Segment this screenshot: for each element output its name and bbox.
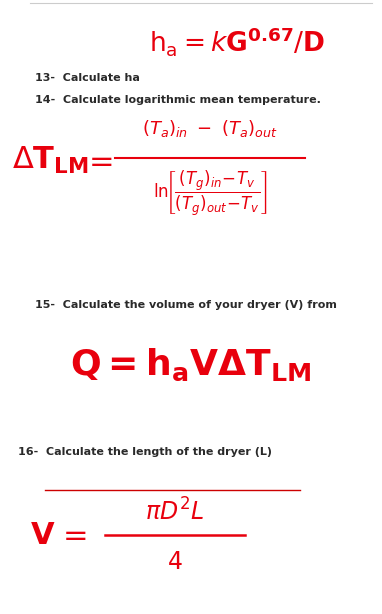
Text: $\mathrm{ln}\!\left[\dfrac{(\mathit{T}_\mathit{g})_{\mathit{in}}\!-\!T_v}{(\math: $\mathrm{ln}\!\left[\dfrac{(\mathit{T}_\…	[153, 168, 267, 217]
Text: 16-  Calculate the length of the dryer (L): 16- Calculate the length of the dryer (L…	[18, 447, 272, 457]
Text: $\mathbf{Q = h_aV\Delta T_{LM}}$: $\mathbf{Q = h_aV\Delta T_{LM}}$	[70, 347, 312, 383]
Text: $\pi D^2 L$: $\pi D^2 L$	[146, 499, 204, 526]
Text: 13-  Calculate ha: 13- Calculate ha	[35, 73, 140, 83]
Text: $\Delta \mathbf{T}_{\mathbf{LM}}$: $\Delta \mathbf{T}_{\mathbf{LM}}$	[12, 144, 89, 176]
Text: $=$: $=$	[83, 146, 113, 174]
Text: $=$: $=$	[57, 521, 87, 550]
Text: $4$: $4$	[167, 550, 183, 574]
Text: 15-  Calculate the volume of your dryer (V) from: 15- Calculate the volume of your dryer (…	[35, 300, 337, 310]
Text: 14-  Calculate logarithmic mean temperature.: 14- Calculate logarithmic mean temperatu…	[35, 95, 321, 105]
Text: $(\mathit{T}_\mathit{a})_{\mathit{in}}\ -\ (\mathit{T}_\mathit{a})_{\mathit{out}: $(\mathit{T}_\mathit{a})_{\mathit{in}}\ …	[142, 117, 278, 139]
Text: $\mathregular{h}_\mathregular{a} = \mathit{k}\mathbf{G}^{\mathbf{0.67}}/\mathbf{: $\mathregular{h}_\mathregular{a} = \math…	[149, 26, 325, 58]
Text: $\mathbf{V}$: $\mathbf{V}$	[30, 521, 55, 550]
